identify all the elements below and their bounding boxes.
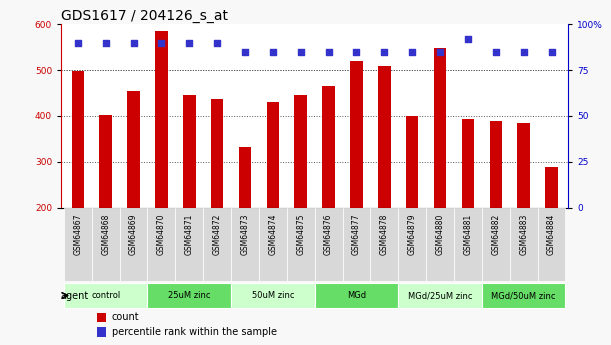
Bar	[64, 208, 92, 281]
Point	[240, 49, 250, 55]
Text: GSM64880: GSM64880	[436, 214, 445, 255]
Bar	[155, 31, 167, 208]
Bar	[370, 208, 398, 281]
Point	[491, 49, 500, 55]
Text: GSM64867: GSM64867	[73, 214, 82, 255]
Point	[129, 40, 139, 45]
Bar	[454, 208, 482, 281]
Bar	[315, 283, 398, 308]
Bar	[295, 95, 307, 208]
Text: GSM64874: GSM64874	[268, 214, 277, 255]
Text: MGd/50uM zinc: MGd/50uM zinc	[491, 291, 556, 300]
Bar	[482, 208, 510, 281]
Bar	[231, 283, 315, 308]
Point	[296, 49, 306, 55]
Bar	[259, 208, 287, 281]
Text: GDS1617 / 204126_s_at: GDS1617 / 204126_s_at	[61, 9, 228, 23]
Bar	[147, 208, 175, 281]
Text: GSM64875: GSM64875	[296, 214, 306, 255]
Point	[73, 40, 82, 45]
Bar	[398, 283, 482, 308]
Text: 50uM zinc: 50uM zinc	[252, 291, 294, 300]
Text: GSM64878: GSM64878	[380, 214, 389, 255]
Bar	[426, 208, 454, 281]
Bar	[266, 102, 279, 208]
Text: GSM64881: GSM64881	[463, 214, 472, 255]
Bar	[323, 86, 335, 208]
Text: count: count	[112, 312, 139, 322]
Bar	[287, 208, 315, 281]
Text: GSM64868: GSM64868	[101, 214, 110, 255]
Text: agent: agent	[60, 290, 89, 300]
Text: GSM64871: GSM64871	[185, 214, 194, 255]
Bar	[489, 121, 502, 208]
Bar	[538, 208, 565, 281]
Bar	[482, 283, 565, 308]
Point	[185, 40, 194, 45]
Bar	[518, 123, 530, 208]
Point	[156, 40, 166, 45]
Point	[101, 40, 111, 45]
Bar	[462, 119, 474, 208]
Bar	[71, 70, 84, 208]
Bar	[343, 208, 370, 281]
Text: MGd: MGd	[347, 291, 366, 300]
Text: GSM64879: GSM64879	[408, 214, 417, 255]
Point	[324, 49, 334, 55]
Bar	[350, 61, 363, 208]
Point	[435, 49, 445, 55]
Text: GSM64873: GSM64873	[241, 214, 249, 255]
Bar	[315, 208, 343, 281]
Bar	[406, 117, 419, 208]
Bar	[211, 99, 224, 208]
Point	[351, 49, 361, 55]
Bar	[434, 48, 446, 208]
Bar	[64, 283, 147, 308]
Text: control: control	[91, 291, 120, 300]
Text: percentile rank within the sample: percentile rank within the sample	[112, 327, 277, 337]
Bar	[183, 95, 196, 208]
Point	[519, 49, 529, 55]
Bar	[175, 208, 203, 281]
Bar	[127, 91, 140, 208]
Bar	[378, 66, 390, 208]
Bar	[239, 147, 251, 208]
Text: GSM64877: GSM64877	[352, 214, 361, 255]
Bar	[100, 115, 112, 208]
Text: GSM64870: GSM64870	[157, 214, 166, 255]
Text: GSM64872: GSM64872	[213, 214, 222, 255]
Point	[547, 49, 557, 55]
Text: GSM64882: GSM64882	[491, 214, 500, 255]
Point	[268, 49, 278, 55]
Point	[463, 36, 473, 42]
Point	[379, 49, 389, 55]
Text: GSM64883: GSM64883	[519, 214, 528, 255]
Bar	[97, 313, 106, 323]
Text: MGd/25uM zinc: MGd/25uM zinc	[408, 291, 472, 300]
Bar	[120, 208, 147, 281]
Bar	[97, 327, 106, 337]
Bar	[147, 283, 231, 308]
Point	[408, 49, 417, 55]
Text: 25uM zinc: 25uM zinc	[168, 291, 211, 300]
Bar	[545, 167, 558, 208]
Bar	[92, 208, 120, 281]
Text: GSM64884: GSM64884	[547, 214, 556, 255]
Bar	[203, 208, 231, 281]
Text: GSM64869: GSM64869	[129, 214, 138, 255]
Bar	[398, 208, 426, 281]
Point	[212, 40, 222, 45]
Text: GSM64876: GSM64876	[324, 214, 333, 255]
Bar	[510, 208, 538, 281]
Bar	[231, 208, 259, 281]
